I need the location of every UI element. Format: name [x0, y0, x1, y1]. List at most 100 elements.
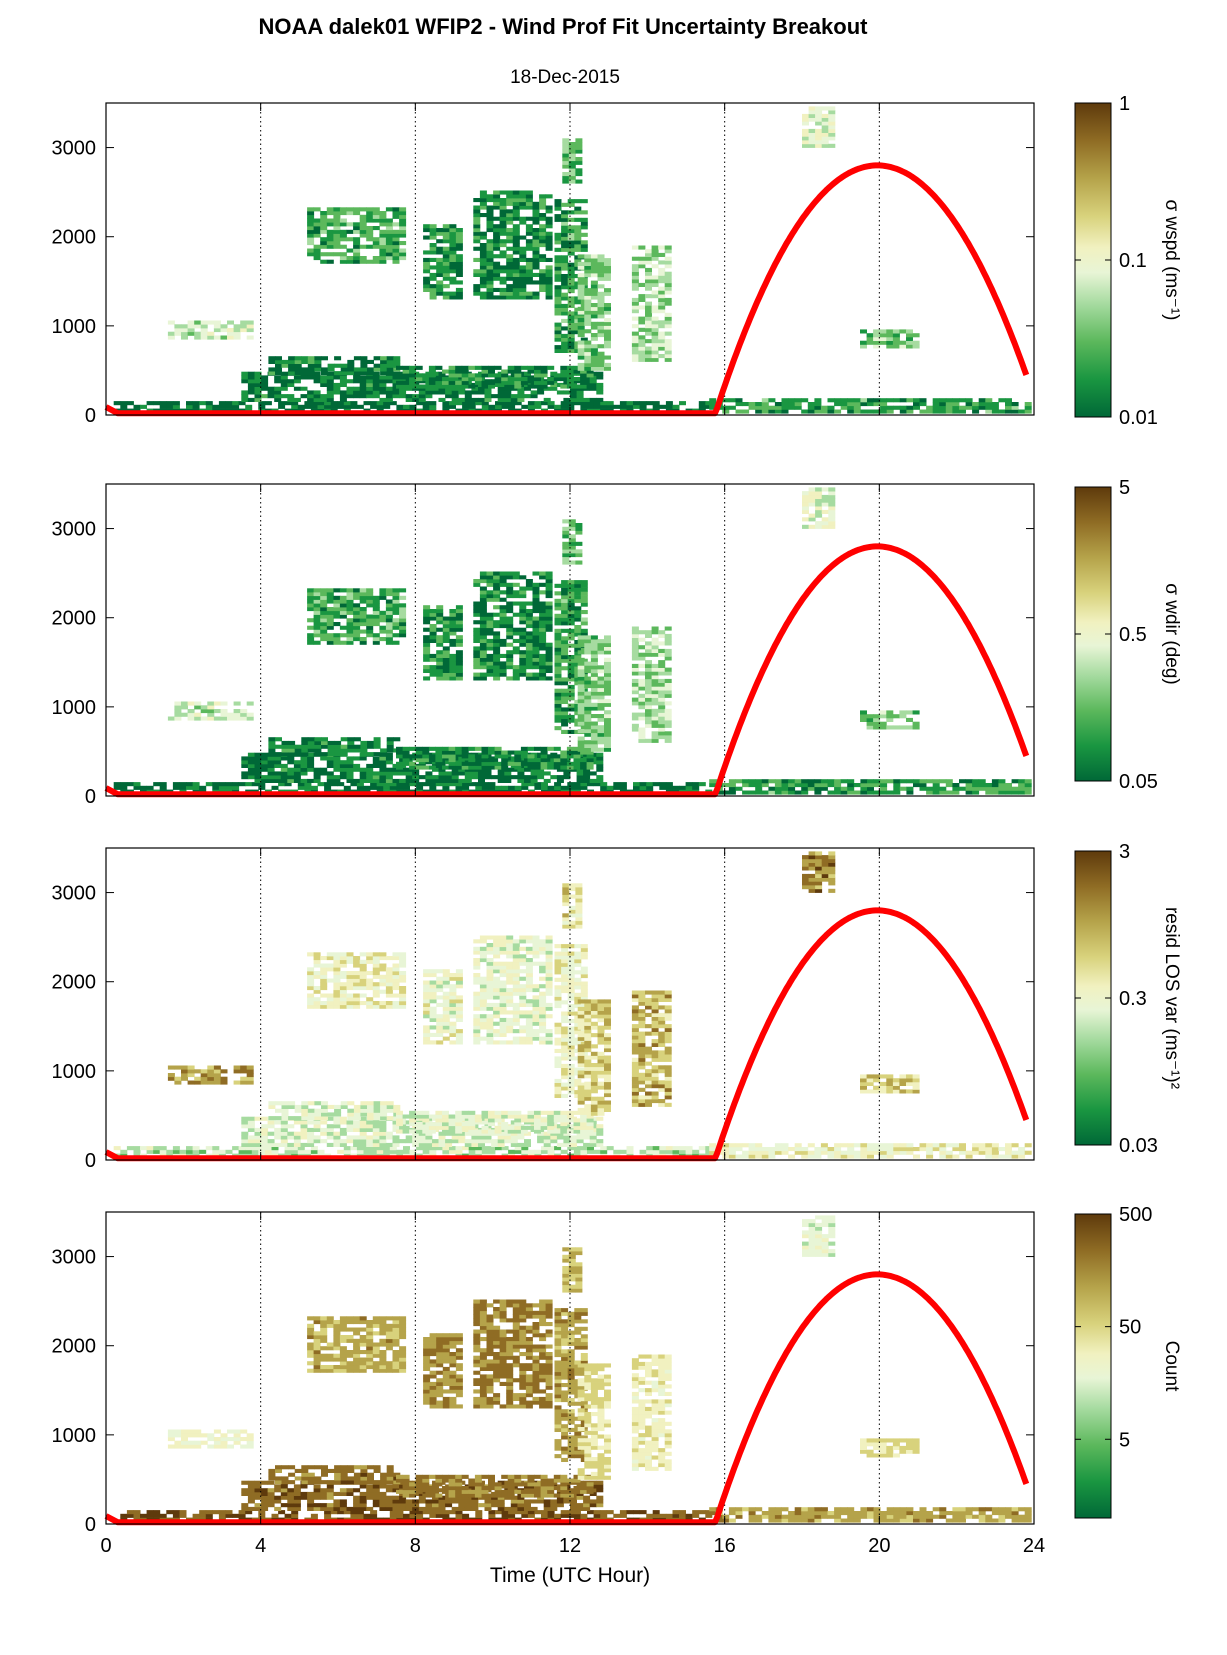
heatmap-cell: [545, 668, 553, 673]
heatmap-cell: [525, 616, 533, 621]
heatmap-cell: [380, 748, 388, 753]
heatmap-cell: [545, 620, 553, 625]
heatmap-cell: [484, 1135, 492, 1140]
heatmap-cell: [493, 194, 501, 199]
heatmap-cell: [392, 229, 400, 234]
heatmap-cell: [392, 256, 400, 261]
heatmap-cell: [442, 1146, 450, 1151]
heatmap-cell: [525, 246, 533, 251]
heatmap-cell: [512, 276, 520, 281]
heatmap-cell: [392, 394, 400, 399]
heatmap-cell: [561, 247, 569, 252]
heatmap-cell: [396, 1129, 403, 1134]
heatmap-cell: [512, 269, 520, 274]
heatmap-cell: [307, 997, 315, 1002]
heatmap-cell: [512, 257, 520, 262]
heatmap-cell: [199, 401, 207, 406]
heatmap-cell: [366, 595, 374, 600]
heatmap-cell: [241, 394, 249, 399]
heatmap-cell: [978, 786, 986, 791]
heatmap-cell: [658, 686, 666, 691]
heatmap-cell: [567, 591, 575, 596]
heatmap-cell: [545, 642, 553, 647]
heatmap-cell: [584, 665, 592, 670]
heatmap-cell: [945, 779, 953, 784]
heatmap-cell: [590, 291, 598, 296]
heatmap-cell: [399, 214, 407, 219]
heatmap-cell: [574, 587, 582, 592]
heatmap-cell: [274, 756, 282, 761]
heatmap-cell: [645, 271, 652, 276]
heatmap-cell: [586, 1129, 594, 1134]
heatmap-cell: [959, 405, 966, 410]
heatmap-cell: [912, 340, 920, 345]
heatmap-cell: [493, 668, 501, 673]
heatmap-cell: [314, 1101, 322, 1106]
heatmap-cell: [554, 632, 562, 637]
heatmap-cell: [567, 285, 575, 290]
heatmap-cell: [658, 663, 666, 668]
heatmap-cell: [436, 661, 444, 666]
heatmap-cell: [539, 272, 547, 277]
heatmap-cell: [449, 269, 457, 274]
heatmap-cell: [596, 1139, 604, 1144]
heatmap-cell: [307, 397, 315, 402]
heatmap-cell: [346, 1127, 354, 1132]
heatmap-cell: [474, 746, 482, 751]
heatmap-cell: [186, 785, 193, 790]
heatmap-cell: [451, 1135, 459, 1140]
heatmap-cell: [493, 586, 501, 591]
heatmap-cell: [584, 661, 592, 666]
heatmap-cell: [493, 665, 501, 670]
heatmap-cell: [590, 669, 598, 674]
heatmap-cell: [543, 1135, 551, 1140]
heatmap-cell: [561, 274, 569, 279]
heatmap-cell: [320, 375, 328, 380]
heatmap-cell: [455, 785, 463, 790]
heatmap-cell: [664, 357, 672, 362]
heatmap-cell: [314, 1108, 322, 1113]
heatmap-cell: [580, 1122, 588, 1127]
heatmap-cell: [631, 245, 639, 250]
heatmap-cell: [651, 354, 659, 359]
heatmap-cell: [556, 390, 564, 395]
heatmap-cell: [455, 380, 463, 385]
heatmap-cell: [527, 1149, 535, 1154]
heatmap-cell: [658, 331, 666, 336]
heatmap-cell: [545, 231, 553, 236]
heatmap-cell: [575, 526, 583, 531]
heatmap-cell: [258, 785, 266, 790]
heatmap-cell: [541, 785, 548, 790]
heatmap-cell: [519, 265, 527, 270]
heatmap-cell: [645, 267, 652, 272]
heatmap-cell: [589, 771, 597, 776]
heatmap-cell: [458, 1135, 466, 1140]
heatmap-cell: [539, 653, 547, 658]
heatmap-cell: [451, 397, 459, 402]
heatmap-cell: [580, 199, 588, 204]
heatmap-cell: [153, 1146, 161, 1151]
heatmap-cell: [577, 635, 585, 640]
heatmap-cell: [280, 775, 288, 780]
heatmap-cell: [525, 620, 533, 625]
heatmap-cell: [808, 513, 816, 518]
heatmap-cell: [821, 143, 829, 148]
heatmap-cell: [514, 369, 522, 374]
heatmap-cell: [534, 746, 541, 751]
heatmap-cell: [488, 1146, 496, 1151]
heatmap-cell: [347, 371, 355, 376]
heatmap-cell: [379, 390, 387, 395]
heatmap-cell: [537, 775, 545, 780]
heatmap-cell: [287, 775, 295, 780]
heatmap-cell: [486, 254, 494, 259]
heatmap-cell: [423, 261, 431, 266]
heatmap-cell: [261, 375, 269, 380]
heatmap-cell: [631, 324, 639, 329]
heatmap-cell: [423, 650, 431, 655]
heatmap-cell: [307, 1101, 315, 1106]
heatmap-cell: [120, 401, 128, 406]
heatmap-cell: [631, 630, 639, 635]
heatmap-cell: [379, 1131, 387, 1136]
heatmap-cell: [367, 1116, 374, 1121]
heatmap-cell: [613, 785, 621, 790]
